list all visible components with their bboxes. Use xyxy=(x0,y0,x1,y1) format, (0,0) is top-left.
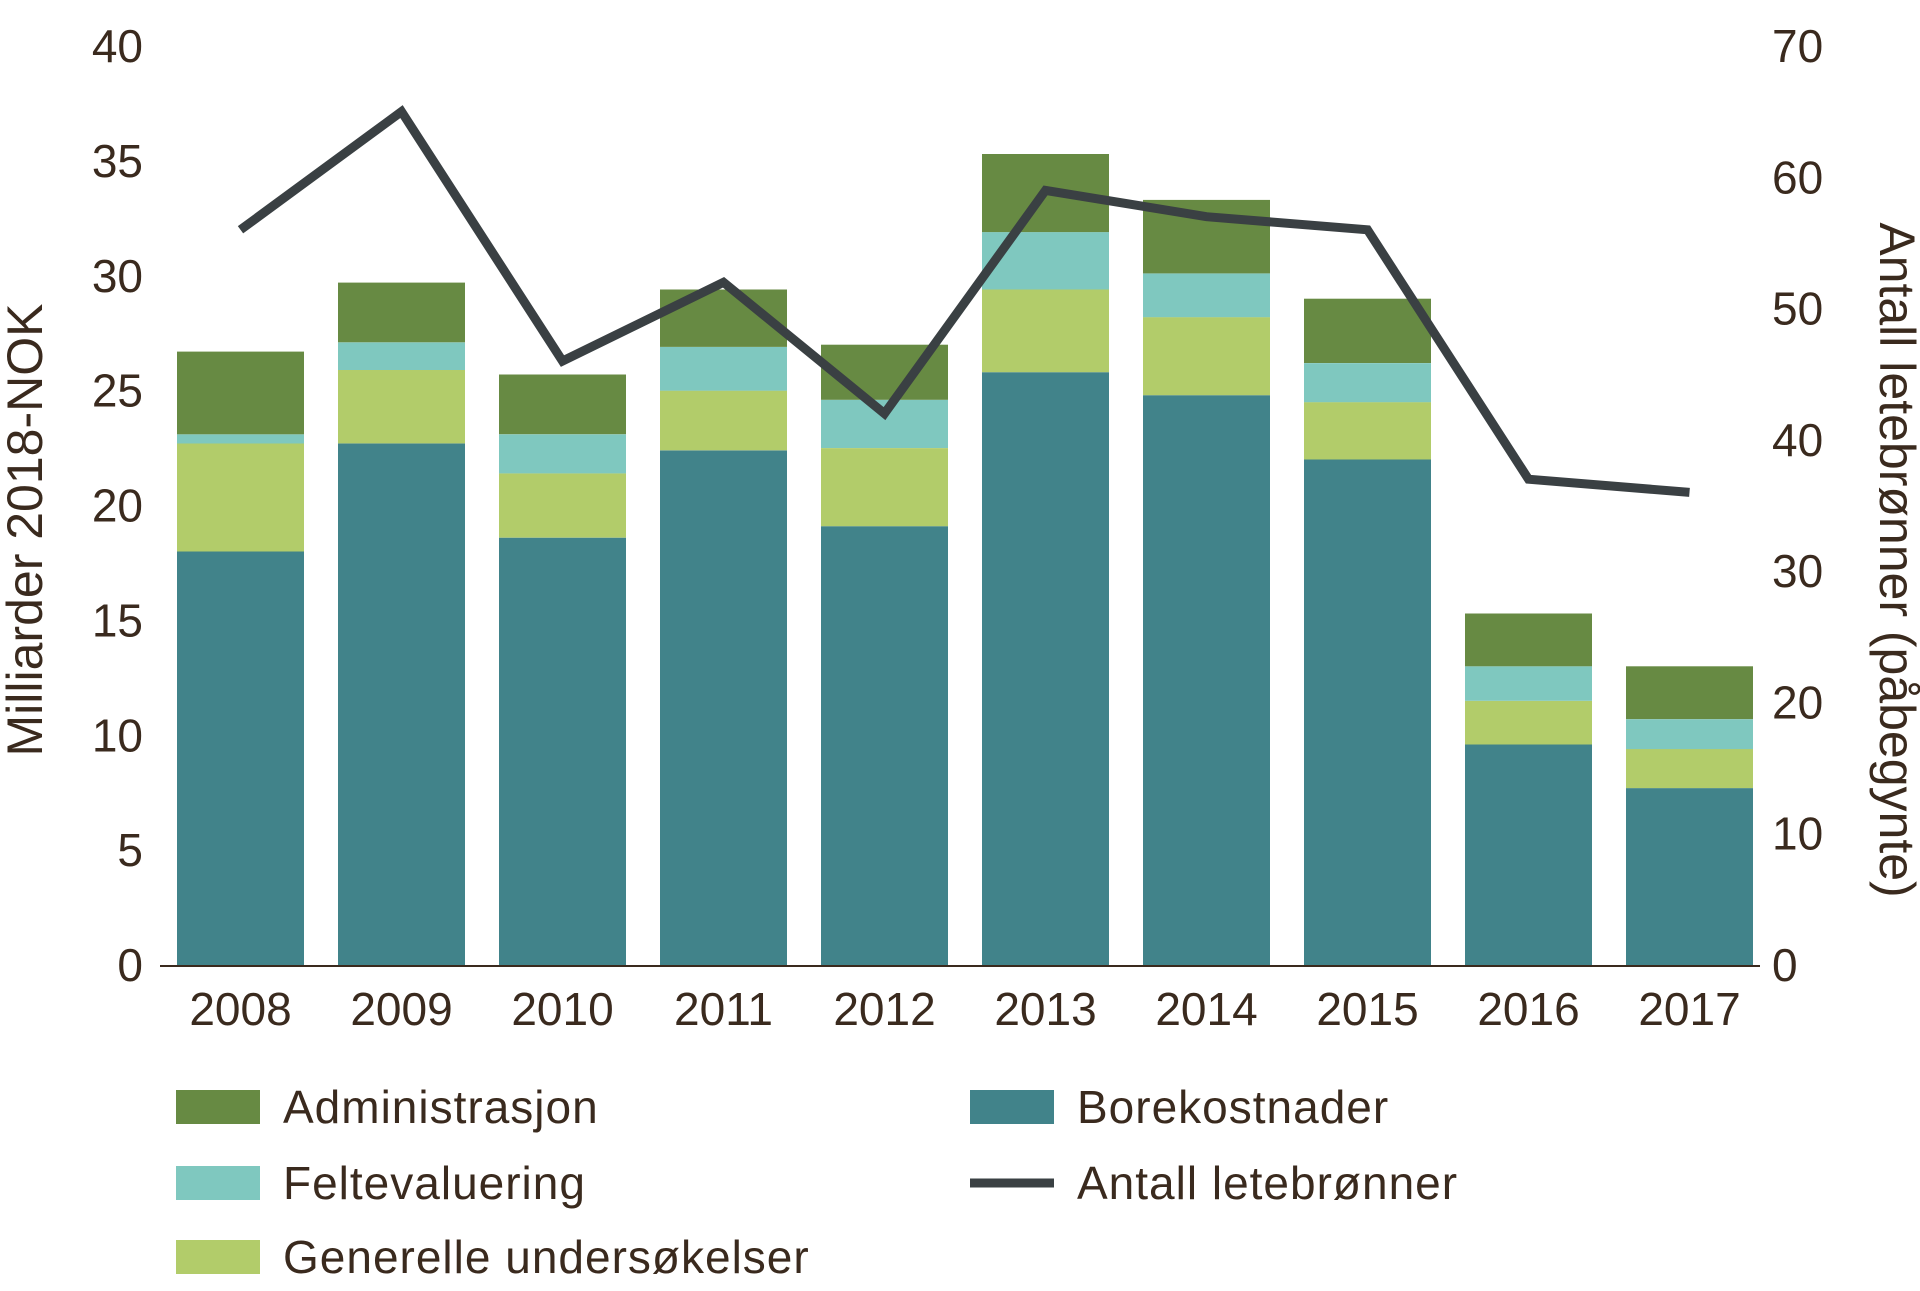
bar-2008-series-3 xyxy=(177,351,304,435)
bar-2012-series-0 xyxy=(821,526,948,965)
x-tick-label: 2017 xyxy=(1638,983,1740,1035)
x-tick-label: 2016 xyxy=(1477,983,1579,1035)
legend-swatch xyxy=(970,1090,1054,1124)
bar-2009-series-3 xyxy=(338,282,465,343)
bar-2008-series-0 xyxy=(177,551,304,965)
line-layer xyxy=(237,105,1690,497)
y-tick-label: 10 xyxy=(92,709,143,761)
bar-2011-series-0 xyxy=(660,450,787,965)
axes-layer: 2008 2009 2010 2011 2012 2013 2014 2015 2016 2017… xyxy=(92,20,1823,1035)
y-tick-label: 30 xyxy=(92,250,143,302)
bars-layer xyxy=(177,154,1753,965)
bar-2010-series-0 xyxy=(499,537,626,965)
y-tick-label: 15 xyxy=(92,594,143,646)
y2-tick-label: 50 xyxy=(1772,283,1823,335)
bar-2009-series-0 xyxy=(338,443,465,965)
y-tick-label: 40 xyxy=(92,20,143,72)
legend-swatch xyxy=(176,1240,260,1274)
x-tick-label: 2008 xyxy=(189,983,291,1035)
y2-tick-label: 30 xyxy=(1772,545,1823,597)
y-tick-label: 35 xyxy=(92,135,143,187)
y-tick-label: 5 xyxy=(117,824,143,876)
bar-2013-series-0 xyxy=(982,372,1109,965)
bar-2014-series-0 xyxy=(1143,395,1270,965)
legend-label: Administrasjon xyxy=(283,1081,599,1133)
bar-2012-series-1 xyxy=(821,448,948,527)
bar-2016-series-0 xyxy=(1465,744,1592,965)
y2-tick-label: 40 xyxy=(1772,414,1823,466)
bar-2017-series-3 xyxy=(1626,666,1753,720)
y-tick-label: 25 xyxy=(92,365,143,417)
bar-2010-series-2 xyxy=(499,434,626,474)
legend-label: Generelle undersøkelser xyxy=(283,1231,810,1283)
bar-2011-series-1 xyxy=(660,390,787,451)
bar-2017-series-0 xyxy=(1626,788,1753,965)
y2-axis-title: Antall letebrønner (påbegynte) xyxy=(1869,222,1920,897)
x-tick-label: 2011 xyxy=(674,983,773,1035)
x-tick-label: 2009 xyxy=(350,983,452,1035)
legend-swatch xyxy=(176,1166,260,1200)
y2-tick-label: 10 xyxy=(1772,808,1823,860)
legend: Administrasjon Borekostnader Feltevaluerin… xyxy=(176,1081,1458,1283)
y-tick-label: 20 xyxy=(92,480,143,532)
y2-tick-label: 0 xyxy=(1772,939,1798,991)
x-tick-label: 2012 xyxy=(833,983,935,1035)
bar-2017-series-1 xyxy=(1626,749,1753,789)
y2-tick-label: 70 xyxy=(1772,20,1823,72)
bar-2016-series-1 xyxy=(1465,700,1592,745)
bar-2015-series-0 xyxy=(1304,459,1431,965)
bar-2009-series-2 xyxy=(338,342,465,370)
bar-2008-series-2 xyxy=(177,434,304,444)
line-series-antall-letebronner xyxy=(237,105,1690,497)
bar-2016-series-3 xyxy=(1465,613,1592,667)
bar-2014-series-2 xyxy=(1143,273,1270,318)
bar-2016-series-2 xyxy=(1465,666,1592,701)
x-tick-label: 2015 xyxy=(1316,983,1418,1035)
legend-swatch xyxy=(176,1090,260,1124)
x-tick-label: 2010 xyxy=(511,983,613,1035)
y2-tick-label: 20 xyxy=(1772,676,1823,728)
legend-label: Feltevaluering xyxy=(283,1157,586,1209)
x-tick-label: 2014 xyxy=(1155,983,1257,1035)
bar-2013-series-1 xyxy=(982,289,1109,373)
bar-2015-series-2 xyxy=(1304,363,1431,403)
bar-2015-series-1 xyxy=(1304,402,1431,460)
legend-label: Antall letebrønner xyxy=(1077,1157,1458,1209)
bar-2015-series-3 xyxy=(1304,298,1431,363)
bar-2010-series-3 xyxy=(499,374,626,435)
bar-2011-series-2 xyxy=(660,347,787,391)
bar-2017-series-2 xyxy=(1626,719,1753,750)
bar-2009-series-1 xyxy=(338,369,465,444)
y2-tick-label: 60 xyxy=(1772,151,1823,203)
y-axis-title: Milliarder 2018-NOK xyxy=(0,304,53,757)
x-tick-label: 2013 xyxy=(994,983,1096,1035)
bar-2008-series-1 xyxy=(177,443,304,552)
y-tick-label: 0 xyxy=(117,939,143,991)
bar-2014-series-1 xyxy=(1143,317,1270,396)
legend-label: Borekostnader xyxy=(1077,1081,1389,1133)
bar-2013-series-2 xyxy=(982,232,1109,290)
bar-2010-series-1 xyxy=(499,473,626,538)
